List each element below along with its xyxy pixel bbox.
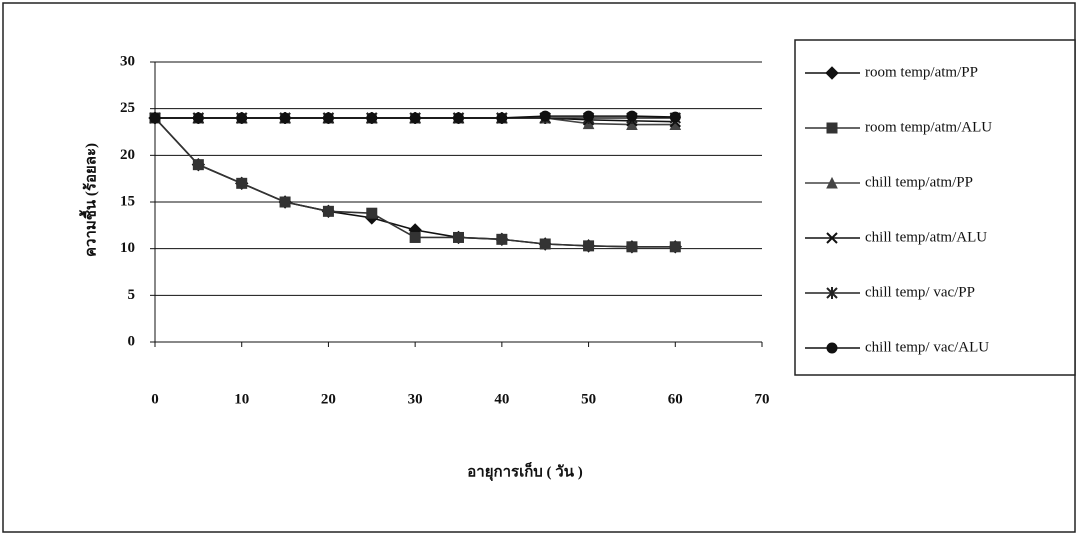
- y-tick-label: 5: [128, 287, 136, 303]
- marker: [626, 110, 638, 122]
- marker: [626, 241, 638, 253]
- marker: [192, 112, 204, 124]
- x-tick-label: 70: [755, 391, 770, 407]
- y-tick-label: 0: [128, 333, 136, 349]
- marker: [366, 112, 378, 124]
- y-tick-label: 10: [120, 240, 135, 256]
- legend-label: room temp/atm/ALU: [865, 119, 992, 135]
- marker: [453, 112, 464, 124]
- marker: [583, 110, 595, 122]
- legend-marker: [826, 176, 838, 189]
- y-tick-label: 25: [120, 100, 135, 116]
- legend-marker: [826, 122, 838, 134]
- marker: [669, 241, 681, 253]
- marker: [496, 233, 508, 245]
- marker: [366, 207, 378, 219]
- marker: [539, 110, 551, 122]
- marker: [496, 112, 508, 124]
- legend-label: chill temp/ vac/ALU: [865, 339, 989, 355]
- y-axis-label: ความชื้น (ร้อยละ): [78, 143, 99, 257]
- x-axis-label: อายุการเก็บ ( วัน ): [467, 461, 582, 481]
- marker: [409, 112, 421, 124]
- legend-marker: [826, 342, 838, 354]
- marker: [192, 159, 204, 171]
- marker: [669, 111, 681, 123]
- marker: [149, 112, 161, 124]
- marker: [322, 112, 334, 124]
- marker: [539, 238, 551, 250]
- y-tick-label: 20: [120, 147, 135, 163]
- marker: [453, 231, 464, 243]
- x-tick-label: 30: [408, 391, 423, 407]
- x-tick-label: 0: [151, 391, 159, 407]
- x-tick-label: 40: [494, 391, 509, 407]
- x-tick-label: 60: [668, 391, 683, 407]
- marker: [279, 112, 291, 124]
- legend-label: chill temp/atm/PP: [865, 174, 973, 190]
- marker: [583, 240, 595, 252]
- marker: [322, 205, 334, 217]
- y-tick-label: 15: [120, 193, 135, 209]
- legend-box: [794, 39, 1076, 376]
- marker: [279, 196, 291, 208]
- marker: [236, 112, 248, 124]
- x-tick-label: 20: [321, 391, 336, 407]
- x-tick-label: 10: [234, 391, 249, 407]
- legend-marker: [826, 232, 838, 244]
- marker: [236, 177, 248, 189]
- legend-marker: [826, 287, 838, 299]
- legend-label: chill temp/ vac/PP: [865, 284, 975, 300]
- legend-marker: [825, 66, 839, 80]
- marker: [409, 231, 421, 243]
- x-tick-label: 50: [581, 391, 596, 407]
- legend-label: room temp/atm/PP: [865, 64, 978, 80]
- y-tick-label: 30: [120, 53, 135, 69]
- legend-label: chill temp/atm/ALU: [865, 229, 987, 245]
